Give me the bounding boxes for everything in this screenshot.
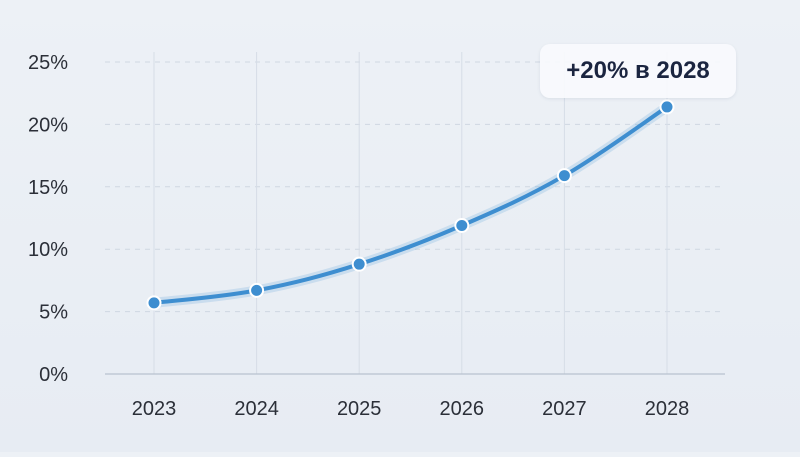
y-tick-label: 10% <box>28 239 68 261</box>
series <box>149 101 672 308</box>
x-tick-label: 2024 <box>234 398 279 420</box>
series-line <box>152 104 669 305</box>
y-tick-label: 25% <box>28 52 68 74</box>
x-tick-label: 2028 <box>645 398 690 420</box>
x-tick-label: 2023 <box>132 398 177 420</box>
markers <box>146 99 675 311</box>
data-point <box>659 99 675 115</box>
y-tick-label: 5% <box>39 302 68 324</box>
axes: 0% 5% 10% 15% 20% 25% 2023 2024 2025 2026 2027 2028 <box>28 52 725 420</box>
y-tick-label: 0% <box>39 364 68 386</box>
data-point <box>249 282 265 298</box>
x-tick-label: 2026 <box>440 398 485 420</box>
series-line-glow <box>149 101 672 308</box>
data-point <box>351 256 367 272</box>
grid <box>105 52 725 374</box>
x-tick-label: 2025 <box>337 398 382 420</box>
y-tick-label: 20% <box>28 114 68 136</box>
data-point <box>556 168 572 184</box>
data-point <box>454 217 470 233</box>
x-tick-label: 2027 <box>542 398 587 420</box>
y-tick-label: 15% <box>28 177 68 199</box>
data-point <box>146 295 162 311</box>
annotation-callout: +20% в 2028 <box>540 44 736 98</box>
